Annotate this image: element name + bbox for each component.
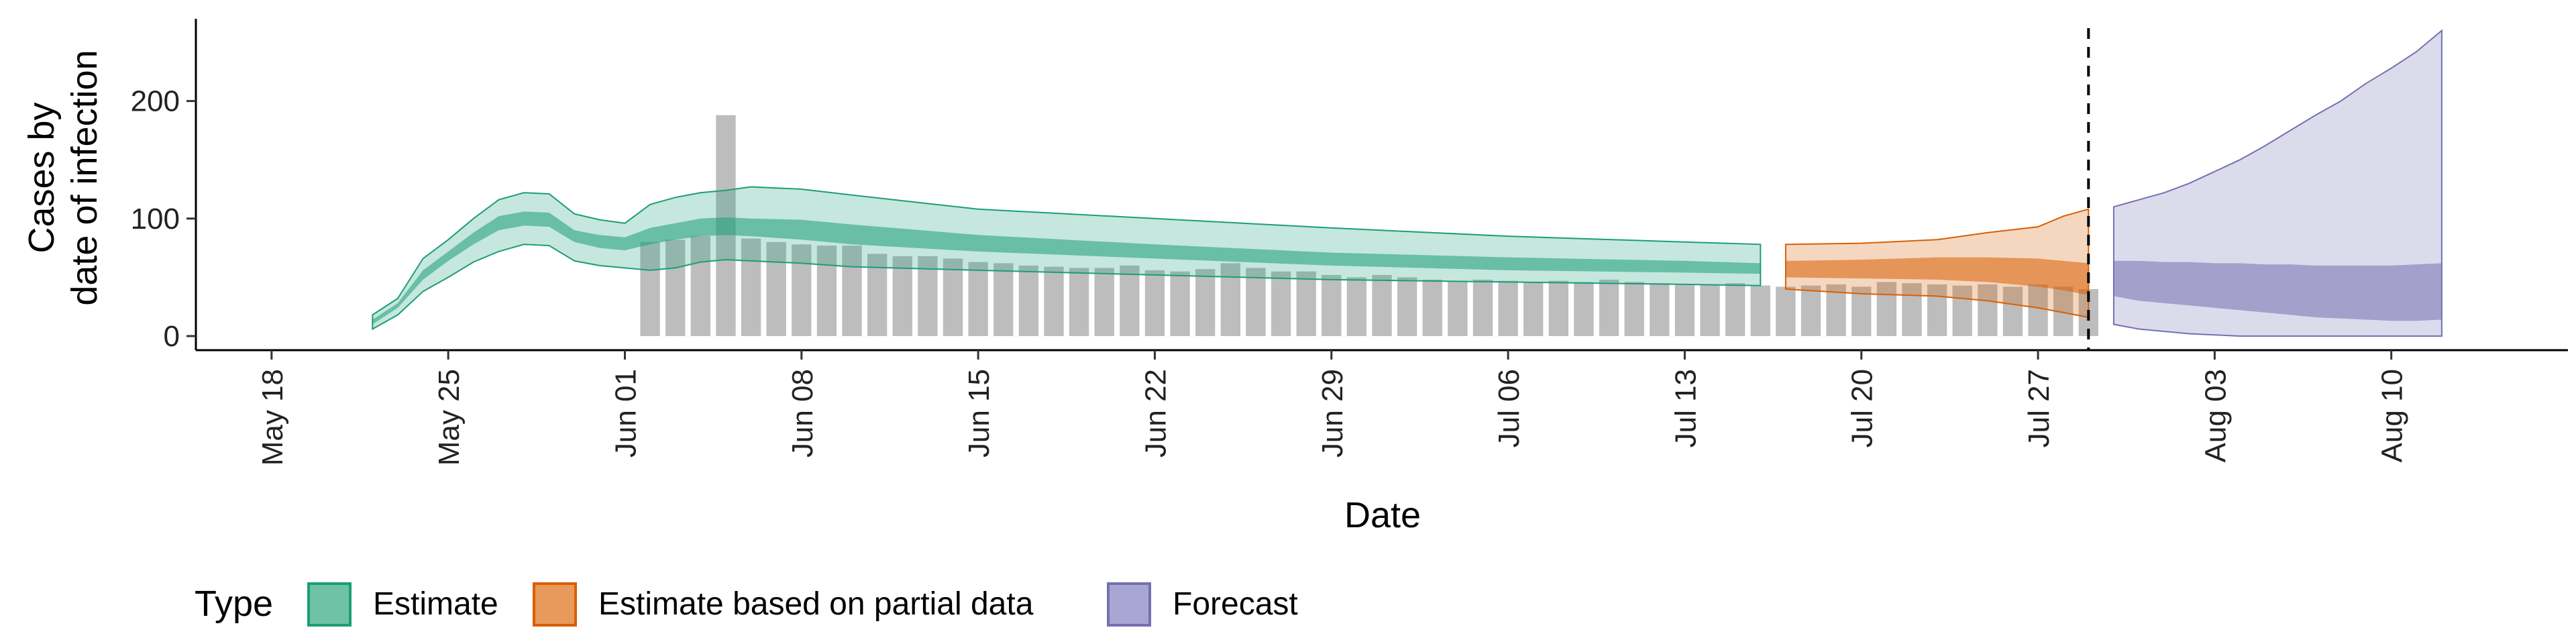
legend: Type Estimate Estimate based on partial … <box>195 582 1298 627</box>
reported-cases-bar <box>1195 269 1216 336</box>
y-axis-title-line2: date of infection <box>64 50 105 305</box>
reported-cases-bar <box>690 236 711 336</box>
legend-swatch-estimate <box>307 582 352 627</box>
reported-cases-bar <box>1448 280 1468 336</box>
reported-cases-bar <box>2028 284 2048 336</box>
reported-cases-bar <box>1574 282 1594 336</box>
forecast-50-band <box>2113 260 2442 321</box>
reported-cases-bar <box>1220 263 1240 336</box>
reported-cases-bar <box>1776 286 1796 336</box>
x-tick-label: Jun 08 <box>786 369 819 458</box>
legend-label-forecast: Forecast <box>1173 586 1298 622</box>
reported-cases-bar <box>1246 268 1266 336</box>
x-tick-label: May 18 <box>256 369 289 466</box>
reported-cases-bar <box>1523 282 1544 336</box>
reported-cases-bar <box>1018 265 1039 336</box>
x-tick-label: May 25 <box>433 369 466 466</box>
legend-swatch-partial <box>533 582 577 627</box>
reported-cases-bar <box>1094 268 1114 336</box>
reported-cases-bar <box>1978 284 1998 336</box>
reported-cases-bar <box>1472 279 1493 336</box>
reported-cases-bar <box>1624 282 1644 336</box>
estimate-50-band <box>372 211 1761 325</box>
reported-cases-bars <box>640 115 2098 336</box>
reported-cases-bar <box>1650 283 1670 336</box>
reported-cases-bar <box>1876 282 1897 336</box>
reported-cases-bar <box>842 246 862 336</box>
reported-cases-bar <box>1548 280 1568 336</box>
reported-cases-bar <box>1120 265 1140 336</box>
y-axis-title-line1: Cases by <box>21 102 62 253</box>
reported-cases-bar <box>892 256 912 336</box>
reported-cases-bar <box>1069 268 1089 336</box>
reported-cases-bar <box>1750 285 1770 336</box>
reported-cases-bar <box>1725 283 1746 336</box>
reported-cases-bar <box>1271 271 1291 336</box>
y-axis-ticks: 0 100 200 <box>131 85 196 353</box>
reported-cases-bar <box>1372 274 1392 336</box>
estimate-bands <box>372 29 2443 337</box>
reported-cases-bar <box>1044 266 1064 336</box>
x-axis-title: Date <box>1344 495 1421 535</box>
legend-title: Type <box>195 584 273 624</box>
legend-swatch-forecast <box>1107 582 1151 627</box>
reported-cases-bar <box>943 258 963 336</box>
x-tick-label: Jul 20 <box>1846 369 1879 447</box>
reported-cases-bar <box>1902 283 1922 336</box>
reported-cases-bar <box>2002 286 2023 336</box>
reported-cases-bar <box>640 241 660 336</box>
x-tick-label: Jun 01 <box>609 369 642 458</box>
reported-cases-bar <box>665 239 686 336</box>
reported-cases-bar <box>1700 284 1720 336</box>
reported-cases-bar <box>994 263 1014 336</box>
x-tick-label: Aug 10 <box>2376 369 2409 462</box>
forecast-90-band <box>2112 29 2443 337</box>
x-tick-label: Jul 27 <box>2023 369 2055 447</box>
reported-cases-bar <box>1322 274 1342 336</box>
reported-cases-bar <box>1927 284 1947 336</box>
reported-cases-bar <box>1144 270 1165 336</box>
reported-cases-bar <box>1346 277 1367 336</box>
x-axis-ticks: May 18 May 25 Jun 01 Jun 08 Jun 15 Jun 22 Jun … <box>256 350 2409 466</box>
reported-cases-bar <box>766 241 786 336</box>
reported-cases-bar <box>1674 284 1695 336</box>
legend-label-estimate: Estimate <box>373 586 498 622</box>
reported-cases-bar <box>1801 285 1821 336</box>
y-tick-label: 200 <box>131 85 180 118</box>
x-tick-label: Jul 13 <box>1669 369 1702 447</box>
reported-cases-bar <box>816 246 837 336</box>
reported-cases-bar <box>1422 279 1442 336</box>
legend-label-partial: Estimate based on partial data <box>598 586 1034 622</box>
x-tick-label: Jun 22 <box>1139 369 1172 458</box>
reported-cases-bar <box>1498 280 1518 336</box>
x-tick-label: Jul 06 <box>1493 369 1525 447</box>
reported-cases-bar <box>792 244 812 336</box>
y-tick-label: 100 <box>131 203 180 235</box>
reported-cases-bar <box>1296 271 1316 336</box>
reported-cases-bar <box>968 262 988 336</box>
y-tick-label: 0 <box>164 320 180 353</box>
x-tick-label: Jun 15 <box>963 369 996 458</box>
reported-cases-bar <box>1170 271 1190 336</box>
reported-cases-bar <box>1599 279 1619 336</box>
estimate-based-on-partial-data-50-band <box>1785 257 2089 295</box>
reported-cases-bar <box>1952 285 1972 336</box>
x-tick-label: Jun 29 <box>1316 369 1349 458</box>
x-tick-label: Aug 03 <box>2199 369 2232 462</box>
reported-cases-bar <box>1397 277 1417 336</box>
axes <box>195 19 2568 352</box>
reported-cases-bar <box>741 238 761 336</box>
reported-cases-bar <box>1851 286 1872 336</box>
